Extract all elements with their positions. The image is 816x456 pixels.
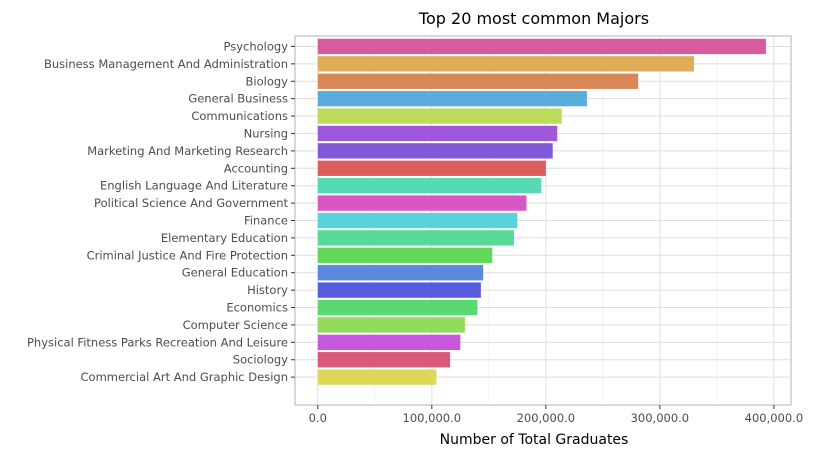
category-label: Physical Fitness Parks Recreation And Le… [27, 335, 288, 349]
bar [317, 247, 493, 263]
category-label: Marketing And Marketing Research [87, 144, 288, 158]
bar [317, 108, 562, 124]
category-label: Psychology [223, 39, 288, 53]
x-tick-label: 100,000.0 [403, 411, 462, 425]
bar [317, 91, 587, 107]
x-tick-label: 0.0 [309, 411, 327, 425]
bar [317, 265, 484, 281]
category-labels: Psychology Business Management And Admini… [27, 39, 295, 384]
category-label: Business Management And Administration [44, 57, 288, 71]
category-label: Nursing [244, 126, 288, 140]
category-label: Sociology [233, 353, 288, 367]
category-label: Economics [226, 301, 288, 315]
bar [317, 160, 546, 176]
bar [317, 299, 478, 316]
category-label: English Language And Literature [100, 179, 288, 193]
category-label: Political Science And Government [94, 196, 288, 210]
bar [317, 317, 465, 333]
category-label: Accounting [224, 161, 288, 175]
bar [317, 125, 558, 142]
category-label: General Business [188, 92, 288, 106]
bar [317, 212, 518, 229]
x-tick-label: 400,000.0 [745, 411, 804, 425]
bar [317, 369, 437, 385]
category-label: History [247, 283, 288, 297]
category-label: General Education [182, 266, 288, 280]
bar [317, 38, 766, 55]
x-axis-title: Number of Total Graduates [440, 432, 629, 448]
x-tick-label: 300,000.0 [631, 411, 690, 425]
category-label: Commercial Art And Graphic Design [81, 370, 288, 384]
category-label: Biology [246, 74, 289, 88]
chart-title: Top 20 most common Majors [418, 9, 649, 28]
bar [317, 143, 553, 159]
bar [317, 230, 514, 246]
category-label: Elementary Education [161, 231, 288, 245]
bar [317, 56, 695, 72]
category-label: Finance [244, 214, 288, 228]
bar [317, 73, 639, 89]
category-label: Computer Science [183, 318, 288, 332]
x-axis-ticks: 0.0 100,000.0 200,000.0 300,000.0 400,000.0 [309, 405, 804, 425]
x-tick-label: 200,000.0 [517, 411, 576, 425]
bar [317, 178, 542, 194]
bar [317, 282, 481, 298]
category-label: Criminal Justice And Fire Protection [87, 248, 288, 262]
bar [317, 195, 527, 211]
bars [317, 38, 766, 385]
bar [317, 334, 461, 350]
category-label: Communications [191, 109, 288, 123]
bar [317, 352, 451, 368]
